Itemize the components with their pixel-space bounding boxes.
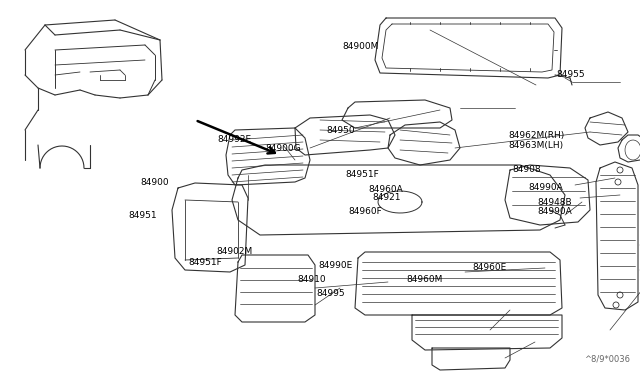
Text: 84995: 84995 bbox=[317, 289, 346, 298]
Text: ^8/9*0036: ^8/9*0036 bbox=[584, 355, 630, 364]
Text: 84950: 84950 bbox=[326, 126, 355, 135]
Text: 84992E: 84992E bbox=[218, 135, 252, 144]
Text: 84921: 84921 bbox=[372, 193, 401, 202]
Text: 84900M: 84900M bbox=[342, 42, 379, 51]
Text: 84960E: 84960E bbox=[472, 263, 507, 272]
Text: 84910: 84910 bbox=[298, 275, 326, 284]
Text: 84960F: 84960F bbox=[349, 207, 383, 216]
Text: 84908: 84908 bbox=[512, 165, 541, 174]
Text: 84900G: 84900G bbox=[266, 144, 301, 153]
Text: 84948B: 84948B bbox=[538, 198, 572, 207]
Text: 84990A: 84990A bbox=[538, 207, 572, 216]
Text: 84951F: 84951F bbox=[189, 258, 223, 267]
Text: 84902M: 84902M bbox=[216, 247, 253, 256]
Text: 84900: 84900 bbox=[141, 178, 170, 187]
Text: 84963M(LH): 84963M(LH) bbox=[509, 141, 564, 150]
Text: 84955: 84955 bbox=[557, 70, 586, 79]
Text: 84990A: 84990A bbox=[528, 183, 563, 192]
Text: 84960A: 84960A bbox=[368, 185, 403, 194]
Text: 84962M(RH): 84962M(RH) bbox=[509, 131, 565, 140]
Text: 84951F: 84951F bbox=[346, 170, 380, 179]
Text: 84951: 84951 bbox=[128, 211, 157, 219]
Text: 84990E: 84990E bbox=[319, 262, 353, 270]
Text: 84960M: 84960M bbox=[406, 275, 443, 284]
